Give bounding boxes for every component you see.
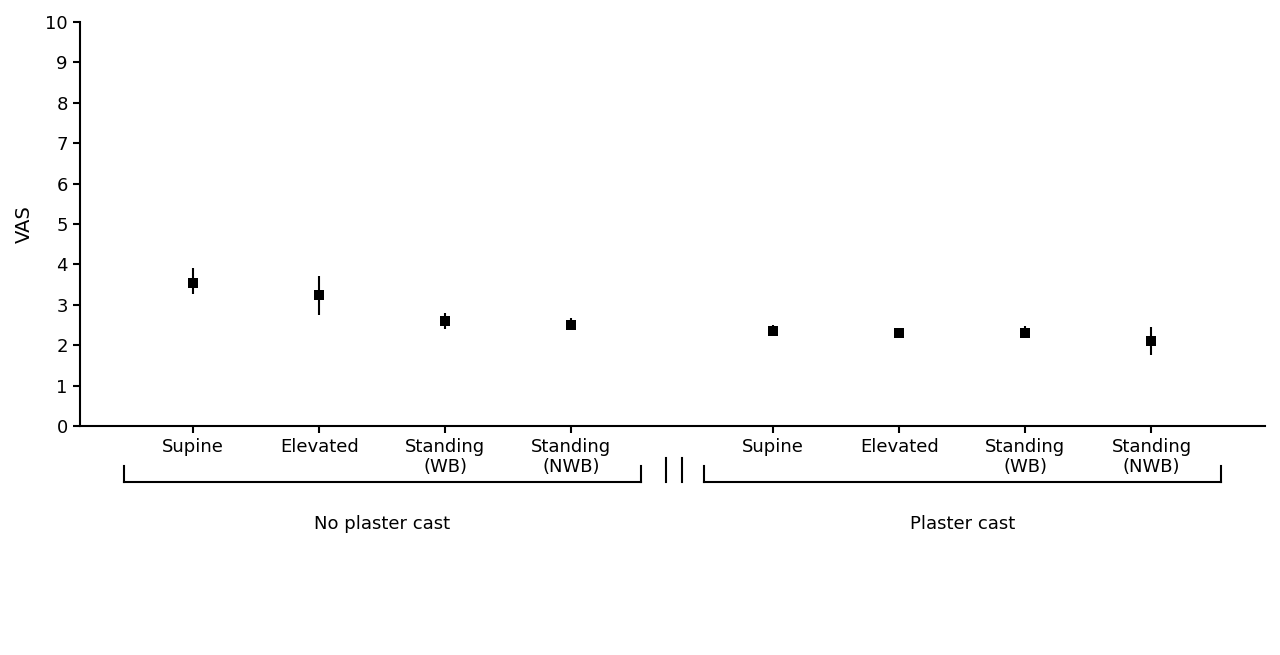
Text: No plaster cast: No plaster cast bbox=[314, 515, 451, 533]
Text: Plaster cast: Plaster cast bbox=[910, 515, 1015, 533]
Y-axis label: VAS: VAS bbox=[15, 205, 35, 243]
